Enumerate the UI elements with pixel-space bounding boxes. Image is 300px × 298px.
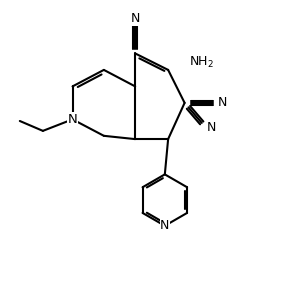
Text: NH$_2$: NH$_2$ (189, 55, 214, 70)
Text: N: N (218, 96, 228, 109)
Text: N: N (207, 121, 217, 134)
Text: N: N (130, 12, 140, 25)
Text: N: N (68, 113, 77, 126)
Text: N: N (160, 219, 170, 232)
